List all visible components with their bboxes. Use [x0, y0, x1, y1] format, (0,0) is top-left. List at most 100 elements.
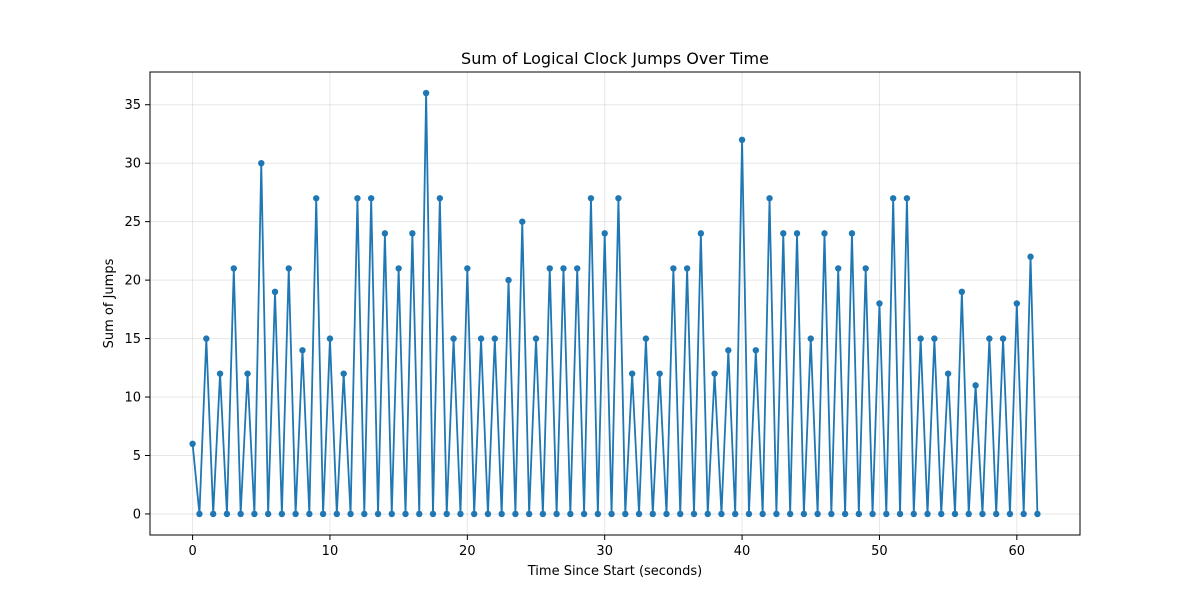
x-tick-label: 20 [459, 544, 476, 559]
data-point [409, 230, 416, 237]
data-point [347, 510, 354, 518]
x-tick-label: 0 [188, 544, 196, 559]
data-point [1034, 510, 1041, 518]
data-point [285, 265, 292, 272]
data-point [443, 510, 450, 518]
data-point [209, 510, 217, 518]
data-point [910, 510, 917, 518]
data-point [1027, 253, 1034, 260]
y-tick-label: 30 [124, 157, 141, 172]
data-point [203, 335, 210, 342]
data-point [450, 335, 457, 342]
x-tick-label: 60 [1009, 544, 1026, 559]
data-point [848, 230, 856, 237]
y-tick-label: 25 [124, 215, 141, 230]
data-point [422, 89, 430, 97]
data-point [931, 335, 938, 342]
data-point [670, 265, 677, 272]
data-point [498, 510, 505, 518]
data-point [725, 347, 732, 354]
data-point [1006, 510, 1014, 518]
data-point [196, 510, 203, 518]
data-point [869, 510, 876, 518]
data-point [477, 335, 485, 342]
data-point [951, 510, 959, 518]
data-point [340, 370, 347, 377]
data-point [326, 335, 334, 342]
data-point [313, 195, 320, 202]
data-point [766, 195, 773, 202]
data-point [821, 230, 828, 237]
data-point [903, 195, 911, 202]
data-point [993, 510, 1000, 518]
data-point [244, 370, 251, 377]
data-point [759, 510, 766, 518]
data-point [732, 510, 739, 518]
data-point [828, 510, 835, 518]
y-tick-label: 5 [133, 449, 141, 464]
data-point [800, 510, 808, 518]
data-point [278, 510, 286, 518]
data-point [615, 195, 622, 202]
data-point [924, 510, 931, 518]
data-point [539, 510, 547, 518]
data-point [416, 510, 423, 518]
data-point [560, 265, 567, 272]
y-tick-label: 35 [124, 98, 141, 113]
data-point [292, 510, 299, 518]
data-point [649, 510, 656, 518]
data-point [677, 510, 684, 518]
data-point [958, 288, 966, 296]
data-point [251, 510, 258, 518]
data-point [697, 230, 705, 237]
data-point [807, 335, 814, 342]
data-point [608, 510, 615, 518]
data-point [793, 230, 801, 237]
data-point [436, 195, 444, 202]
data-point [574, 265, 581, 272]
data-point [470, 510, 478, 518]
series-layer [189, 89, 1041, 518]
data-point [402, 510, 409, 518]
data-point [429, 510, 437, 518]
data-point [972, 382, 979, 389]
data-point [223, 510, 231, 518]
data-point [663, 510, 670, 518]
data-point [883, 510, 890, 518]
y-tick-label: 0 [133, 507, 141, 522]
data-point [464, 265, 471, 272]
data-point [896, 510, 904, 518]
data-point [944, 370, 952, 377]
data-point [546, 265, 553, 272]
data-point [889, 195, 897, 202]
data-point [216, 370, 224, 377]
data-point [491, 335, 498, 342]
data-point [862, 265, 869, 272]
data-point [580, 510, 588, 518]
data-point [587, 195, 595, 202]
data-point [704, 510, 711, 518]
data-point [718, 510, 725, 518]
data-point [642, 335, 650, 342]
data-point [374, 510, 382, 518]
data-point [354, 195, 361, 202]
data-point [525, 510, 533, 518]
data-point [1020, 510, 1027, 518]
data-point [367, 195, 375, 202]
data-point [752, 347, 760, 354]
x-tick-label: 40 [734, 544, 751, 559]
data-point [512, 510, 519, 518]
series-line [191, 92, 1039, 515]
data-point [656, 370, 663, 377]
data-point [1013, 300, 1021, 307]
y-axis-title: Sum of Jumps [102, 258, 117, 348]
data-point [780, 230, 787, 237]
data-point [745, 510, 753, 518]
data-point [635, 510, 643, 518]
x-tick-label: 30 [596, 544, 613, 559]
data-point [814, 510, 821, 518]
axis-ticks: 0 10 20 30 40 50 60 0 5 10 15 20 25 30 35 [124, 98, 1025, 559]
data-point [333, 510, 341, 518]
y-tick-label: 15 [124, 332, 141, 347]
